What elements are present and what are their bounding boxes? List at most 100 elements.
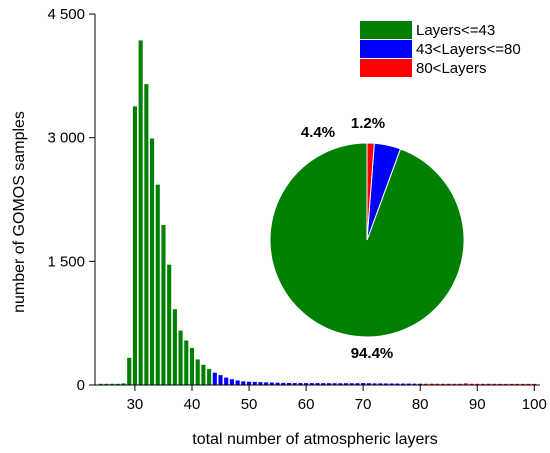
bar-2-59 bbox=[298, 383, 303, 385]
bar-2-75 bbox=[389, 383, 394, 385]
bar-2-79 bbox=[412, 383, 417, 385]
x-tick-label: 30 bbox=[127, 396, 144, 413]
bar-3-92 bbox=[486, 383, 491, 385]
bar-1-32 bbox=[144, 84, 149, 385]
bar-1-30 bbox=[132, 106, 137, 386]
bar-2-48 bbox=[235, 380, 240, 385]
bar-2-57 bbox=[286, 382, 292, 385]
bar-2-67 bbox=[343, 383, 349, 385]
legend: Layers<=43 43<Layers<=80 80<Layers bbox=[360, 21, 521, 77]
bar-1-27 bbox=[115, 383, 120, 385]
bar-2-66 bbox=[338, 383, 343, 385]
bar-3-89 bbox=[469, 383, 474, 385]
x-tick-label: 60 bbox=[298, 396, 315, 413]
bar-1-38 bbox=[178, 330, 183, 385]
pie-slice-label-2: 4.4% bbox=[301, 124, 335, 141]
x-tick-label: 90 bbox=[469, 396, 486, 413]
bar-3-95 bbox=[503, 383, 508, 385]
bar-2-70 bbox=[361, 383, 366, 385]
bar-2-63 bbox=[321, 383, 326, 385]
bar-2-65 bbox=[332, 383, 337, 385]
bar-3-94 bbox=[498, 383, 503, 385]
bar-1-40 bbox=[189, 347, 195, 385]
bar-2-69 bbox=[355, 383, 360, 385]
bar-2-52 bbox=[258, 382, 263, 385]
bar-2-53 bbox=[264, 382, 269, 385]
bar-3-88 bbox=[463, 383, 468, 385]
pie-chart: 94.4% 4.4% 1.2% bbox=[269, 115, 465, 362]
bar-2-56 bbox=[281, 382, 286, 385]
bar-3-98 bbox=[520, 383, 525, 385]
bar-2-47 bbox=[229, 379, 234, 385]
x-tick-label: 40 bbox=[184, 396, 201, 413]
bar-1-28 bbox=[121, 383, 126, 385]
x-tick-label: 100 bbox=[522, 396, 547, 413]
bar-1-34 bbox=[155, 184, 160, 385]
pie-slice-label-3: 1.2% bbox=[351, 115, 385, 132]
legend-label-1: Layers<=43 bbox=[416, 22, 495, 39]
bar-3-91 bbox=[480, 383, 485, 385]
bar-2-60 bbox=[304, 383, 309, 385]
bar-2-71 bbox=[366, 383, 371, 385]
legend-swatch-1 bbox=[360, 21, 412, 39]
bar-3-81 bbox=[423, 383, 428, 385]
bar-3-84 bbox=[440, 383, 446, 385]
bar-1-35 bbox=[161, 225, 166, 385]
bar-2-58 bbox=[292, 383, 297, 385]
bar-1-33 bbox=[150, 138, 155, 385]
bar-3-86 bbox=[452, 383, 457, 385]
pie-slice-label-1: 94.4% bbox=[351, 345, 394, 362]
legend-label-2: 43<Layers<=80 bbox=[416, 41, 521, 58]
bar-2-45 bbox=[218, 375, 223, 385]
bar-2-50 bbox=[246, 381, 252, 385]
bar-3-82 bbox=[429, 383, 434, 385]
legend-swatch-3 bbox=[360, 59, 412, 77]
legend-label-3: 80<Layers bbox=[416, 60, 486, 77]
bar-2-78 bbox=[406, 383, 411, 385]
bar-2-44 bbox=[212, 372, 217, 385]
x-axis-label: total number of atmospheric layers bbox=[192, 431, 437, 448]
bar-1-29 bbox=[127, 357, 132, 385]
pie-slice-3 bbox=[366, 142, 375, 241]
bar-3-99 bbox=[526, 383, 531, 385]
bar-2-80 bbox=[418, 383, 423, 385]
bar-2-62 bbox=[315, 383, 320, 385]
bar-1-24 bbox=[98, 383, 103, 385]
bar-3-90 bbox=[475, 383, 480, 385]
axes-group: 0 1 500 3 000 4 500 30 40 50 60 70 80 90 100 bbox=[47, 6, 546, 413]
bar-2-51 bbox=[252, 381, 257, 385]
bar-2-77 bbox=[401, 383, 406, 385]
bar-2-54 bbox=[269, 382, 274, 385]
bar-1-41 bbox=[195, 359, 200, 385]
y-tick-label: 1 500 bbox=[47, 253, 85, 270]
bar-2-72 bbox=[372, 383, 377, 385]
bar-3-97 bbox=[515, 383, 520, 385]
y-axis-label: number of GOMOS samples bbox=[11, 111, 28, 313]
bar-3-96 bbox=[509, 383, 514, 385]
bar-3-100 bbox=[532, 383, 537, 385]
bar-2-73 bbox=[378, 383, 383, 385]
bar-1-39 bbox=[184, 340, 189, 385]
y-tick-label: 4 500 bbox=[47, 6, 85, 23]
bar-1-31 bbox=[138, 40, 143, 385]
y-tick-label: 3 000 bbox=[47, 130, 85, 147]
bar-2-68 bbox=[349, 383, 354, 385]
bar-2-74 bbox=[383, 383, 389, 385]
bar-1-42 bbox=[201, 364, 206, 385]
bar-1-36 bbox=[167, 264, 172, 385]
bar-1-43 bbox=[207, 368, 212, 385]
bar-2-61 bbox=[309, 383, 314, 385]
x-tick-label: 80 bbox=[412, 396, 429, 413]
bar-3-85 bbox=[446, 383, 451, 385]
bar-3-87 bbox=[458, 383, 463, 385]
bar-2-46 bbox=[224, 377, 229, 385]
bar-1-26 bbox=[110, 383, 115, 385]
legend-swatch-2 bbox=[360, 40, 412, 58]
bar-2-55 bbox=[275, 382, 280, 385]
bar-1-25 bbox=[104, 383, 109, 385]
bar-3-83 bbox=[435, 383, 440, 385]
bar-3-93 bbox=[492, 383, 497, 385]
bar-2-64 bbox=[326, 383, 331, 385]
x-tick-label: 50 bbox=[241, 396, 258, 413]
